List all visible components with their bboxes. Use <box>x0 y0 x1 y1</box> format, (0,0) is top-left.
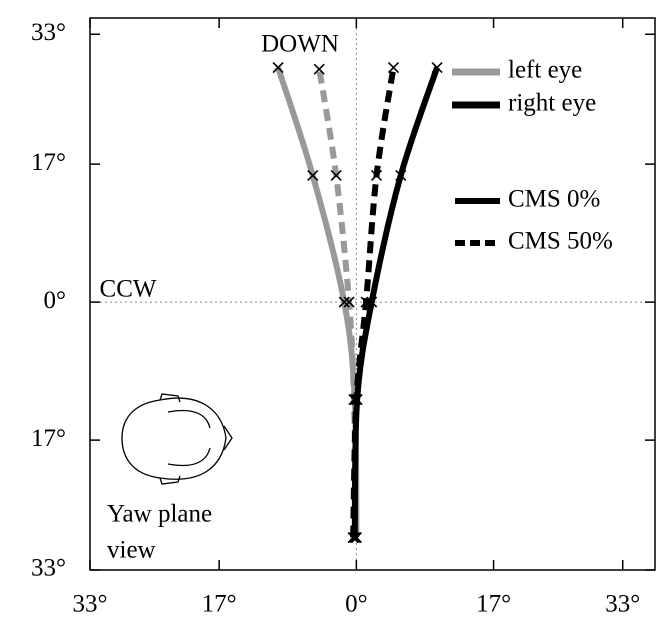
x-tick-label: 33° <box>605 591 640 618</box>
x-tick-label: 17° <box>202 591 237 618</box>
head-icon <box>122 394 232 484</box>
annotation: DOWN <box>261 31 339 58</box>
x-tick-label: 33° <box>73 591 108 618</box>
annotation: CCW <box>100 276 157 303</box>
chart: DOWN CCW Yaw plane view 33° 17° 0° 17° 33° 33… <box>0 0 669 635</box>
y-tick-label: 33° <box>31 19 66 46</box>
y-tick-label: 17° <box>31 425 66 452</box>
x-tick-label: 17° <box>476 591 511 618</box>
annotation: Yaw plane <box>107 501 212 528</box>
legend-label: CMS 50% <box>508 228 613 255</box>
legend-label: right eye <box>508 90 596 117</box>
annotation: view <box>107 537 156 564</box>
y-tick-label: 17° <box>31 149 66 176</box>
y-tick-label: 33° <box>31 555 66 582</box>
x-tick-label: 0° <box>345 591 368 618</box>
legend-label: CMS 0% <box>508 186 600 213</box>
cross-marker <box>388 63 398 73</box>
legend-label: left eye <box>508 57 582 84</box>
y-tick-label: 0° <box>44 287 67 314</box>
